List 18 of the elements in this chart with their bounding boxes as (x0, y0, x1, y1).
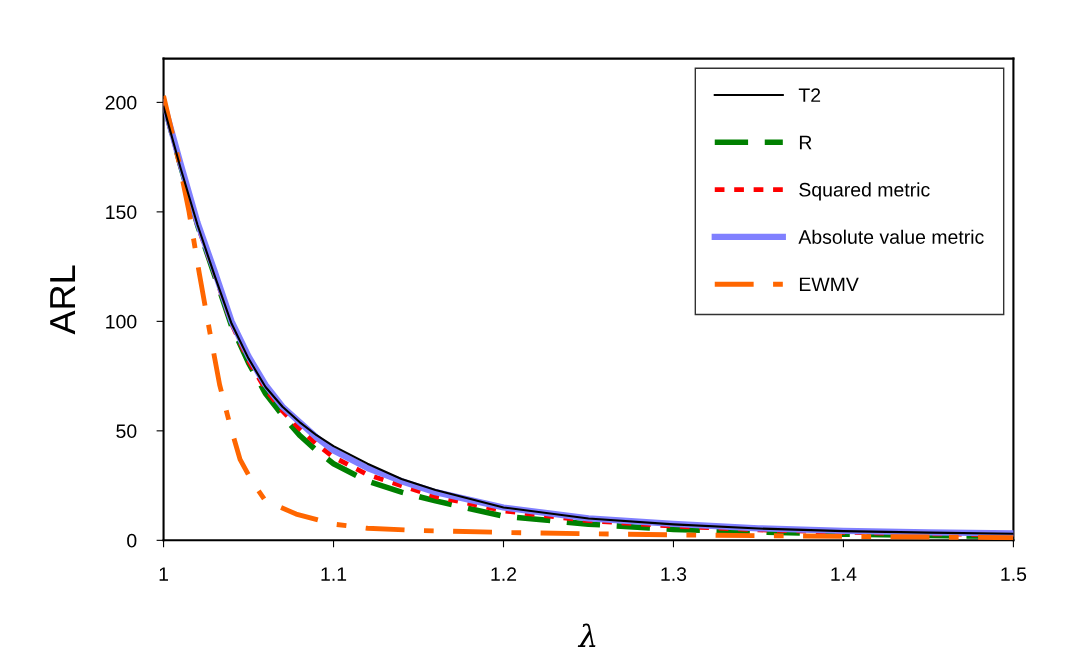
y-tick-label: 200 (105, 95, 137, 110)
legend-label: Squared metric (799, 182, 930, 201)
y-tick-label: 100 (106, 314, 137, 329)
x-tick-label: 1.4 (831, 567, 857, 581)
x-axis-title: λ (577, 623, 596, 647)
legend-label: Absolute value metric (798, 229, 984, 244)
y-tick-label: 150 (106, 205, 137, 220)
y-tick-label: 0 (127, 533, 137, 548)
legend-label: T2 (798, 88, 821, 102)
x-tick-label: 1.5 (1001, 567, 1027, 581)
x-tick-label: 1.1 (321, 567, 347, 581)
legend-label: R (799, 135, 812, 150)
x-tick-label: 1 (159, 567, 169, 581)
x-tick-label: 1.2 (491, 567, 517, 581)
y-tick-label: 50 (116, 424, 137, 439)
y-axis-title: ARL (50, 265, 76, 335)
legend-label: EWMV (799, 277, 859, 292)
x-tick-label: 1.3 (661, 567, 687, 581)
